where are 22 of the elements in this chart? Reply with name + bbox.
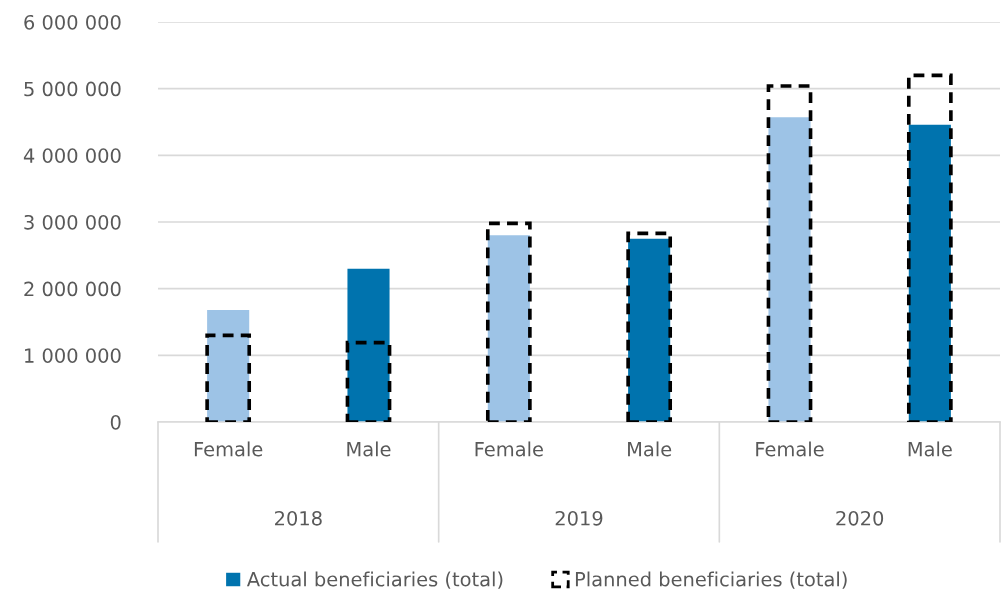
text: 2018 [275,510,322,526]
bar [347,268,390,422]
y-tick-label: 5 000 000 [24,81,121,97]
x-tick-label: Male [347,441,391,457]
bar [768,117,811,422]
x-tick-label: Male [908,441,952,457]
y-tick-label: 3 000 000 [24,214,121,230]
text: 2019 [555,510,603,526]
x-tick-label: Female [194,441,263,457]
x-tick-label: Female [475,441,543,457]
bar [207,310,250,422]
legend-label: Actual beneficiaries (total) [246,571,503,589]
y-tick-label: 2 000 000 [24,281,121,297]
x-tick-label: Male [628,441,672,457]
y-tick-label: 1 000 000 [25,348,121,363]
y-tick-label: 0 [110,414,121,430]
y-tick-label: 4 000 000 [23,148,121,163]
text: 2020 [836,510,884,526]
legend-label: Planned beneficiaries (total) [575,571,847,589]
y-tick-label: 6 000 000 [24,14,121,30]
bar [908,124,951,422]
x-tick-label: Female [756,441,824,457]
